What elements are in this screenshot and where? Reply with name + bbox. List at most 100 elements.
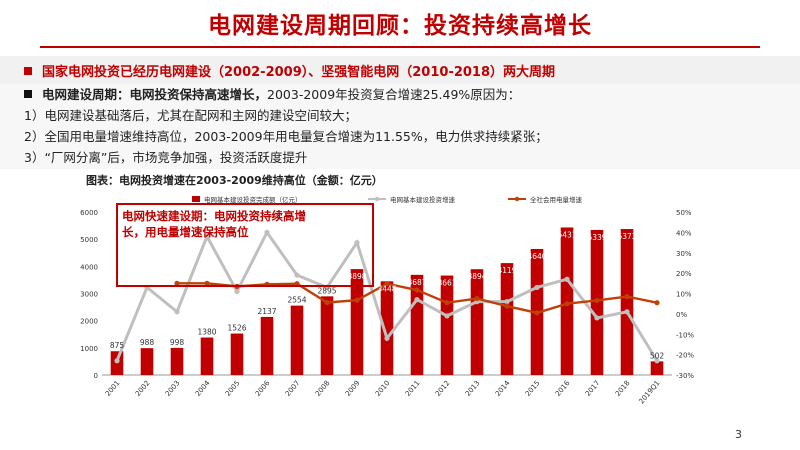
bar-investment [350, 269, 364, 375]
point-power-growth [624, 293, 630, 300]
reason-1: 1）电网建设基础落后，尤其在配网和主网的建设空间较大； [24, 108, 357, 123]
point-investment-growth [204, 233, 210, 240]
point-investment-growth [354, 239, 360, 246]
bar-value-label: 3661 [437, 279, 456, 288]
point-power-growth [534, 310, 540, 316]
point-line: 电网建设周期：电网投资保持高速增长，2003-2009年投资复合增速25.49%… [24, 84, 520, 103]
point-investment-growth [234, 288, 240, 295]
legend-swatch-investment [192, 196, 200, 202]
x-tick-label: 2009 [344, 379, 362, 398]
x-tick-label: 2014 [494, 379, 512, 398]
bar-value-label: 2554 [287, 296, 306, 305]
point-power-growth [444, 300, 450, 306]
bar-investment [170, 347, 184, 375]
bar-value-label: 502 [650, 351, 665, 360]
x-tick-label: 2011 [404, 379, 422, 398]
point-investment-growth [174, 309, 180, 315]
y-right-tick-label: -30% [676, 372, 694, 380]
bar-investment [260, 316, 274, 375]
legend-label-power: 全社会用电量增速 [530, 195, 583, 204]
bar-investment [320, 296, 334, 375]
x-tick-label: 2018 [614, 379, 632, 398]
point-power-growth [654, 300, 660, 306]
x-tick-label: 2010 [374, 379, 392, 398]
bar-value-label: 1526 [227, 324, 246, 333]
subhead-text: 国家电网投资已经历电网建设（2002-2009）、坚强智能电网（2010-201… [24, 61, 555, 80]
bar-investment [500, 263, 514, 375]
y-right-tick-label: -20% [676, 352, 694, 360]
bar-value-label: 2895 [317, 286, 336, 295]
point-label: 电网建设周期：电网投资保持高速增长， [42, 87, 268, 102]
x-tick-label: 2017 [584, 379, 602, 398]
bar-value-label: 5431 [557, 230, 576, 239]
point-power-growth [564, 301, 570, 307]
bar-investment [200, 337, 214, 375]
annotation-box: 电网快速建设期：电网投资持续高增 长，用电量增速保持高位 [116, 203, 374, 287]
point-power-growth [354, 297, 360, 303]
y-left-tick-label: 4000 [80, 263, 98, 271]
slide-title: 电网建设周期回顾：投资持续高增长 [208, 12, 592, 39]
annotation-line-1: 电网快速建设期：电网投资持续高增 [122, 209, 306, 223]
y-left-tick-label: 1000 [80, 345, 98, 353]
bar-value-label: 3898 [347, 272, 366, 281]
point-power-growth [204, 280, 210, 286]
x-tick-label: 2015 [524, 379, 542, 398]
x-tick-label: 2002 [134, 379, 152, 398]
bar-investment [140, 348, 154, 375]
bar-value-label: 3687 [407, 278, 426, 287]
y-left-tick-label: 0 [94, 372, 98, 380]
bar-investment [650, 361, 664, 375]
red-bullet-icon [24, 67, 32, 75]
y-right-tick-label: -10% [676, 331, 694, 339]
y-right-tick-label: 20% [676, 270, 692, 278]
x-tick-label: 2012 [434, 379, 452, 398]
chart-caption: 图表：电网投资增速在2003-2009维持高位（金额：亿元） [86, 174, 383, 187]
legend-marker-power [514, 196, 520, 202]
point-investment-growth [294, 272, 300, 278]
x-tick-label: 2019Q1 [638, 379, 662, 405]
y-left-tick-label: 3000 [80, 291, 98, 299]
reasons-box: 电网建设周期：电网投资保持高速增长，2003-2009年投资复合增速25.49%… [0, 84, 800, 169]
point-investment-growth [384, 335, 390, 341]
bar-investment [230, 333, 244, 375]
point-power-growth [594, 297, 600, 304]
bar-value-label: 1380 [197, 328, 216, 337]
y-right-tick-label: 0% [676, 311, 687, 319]
point-investment-growth [414, 297, 420, 303]
annotation-line-2: 长，用电量增速保持高位 [122, 225, 249, 239]
annotation-text: 电网快速建设期：电网投资持续高增 长，用电量增速保持高位 [122, 208, 306, 240]
bar-value-label: 5339 [587, 233, 606, 242]
point-investment-growth [654, 358, 660, 364]
x-tick-label: 2013 [464, 379, 482, 398]
reason-2: 2）全国用电量增速维持高位，2003-2009年用电量复合增速为11.55%，电… [24, 129, 548, 144]
reason-3: 3）“厂网分离”后，市场竞争加强，投资活跃度提升 [24, 150, 308, 165]
bar-investment [290, 305, 304, 375]
point-investment-growth [504, 299, 510, 305]
x-tick-label: 2007 [284, 379, 302, 398]
bar-investment [380, 281, 394, 375]
x-tick-label: 2001 [104, 379, 122, 398]
x-tick-label: 2003 [164, 379, 182, 398]
bar-value-label: 5373 [617, 232, 636, 241]
point-rest: 2003-2009年投资复合增速25.49%原因为： [267, 87, 521, 102]
title-divider [40, 46, 760, 48]
bar-value-label: 4119 [497, 266, 516, 275]
point-investment-growth [594, 315, 600, 321]
bar-value-label: 3448 [377, 284, 396, 293]
point-power-growth [174, 280, 180, 286]
bar-value-label: 988 [140, 338, 155, 347]
y-right-tick-label: 10% [676, 291, 692, 299]
x-tick-label: 2004 [194, 379, 212, 398]
bar-value-label: 998 [170, 338, 185, 347]
y-right-tick-label: 50% [676, 209, 692, 217]
page-number: 3 [735, 428, 742, 441]
bar-value-label: 4640 [527, 252, 546, 261]
bar-value-label: 875 [110, 341, 125, 350]
point-power-growth [414, 287, 420, 293]
point-power-growth [384, 281, 390, 287]
legend-label-investment: 电网基本建设投资完成额（亿元） [204, 195, 302, 204]
bar-investment [470, 269, 484, 375]
point-investment-growth [534, 284, 540, 290]
bar-value-label: 3894 [467, 272, 486, 281]
y-right-tick-label: 30% [676, 250, 692, 258]
